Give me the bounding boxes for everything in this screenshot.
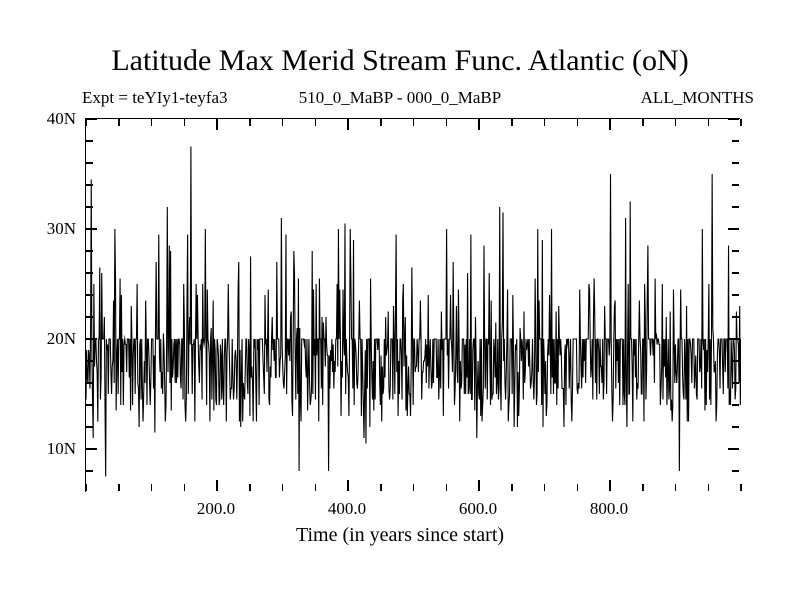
x-tick-top-50 <box>118 119 120 126</box>
y-tick-right-36 <box>732 162 739 164</box>
y-axis-label-30: 30N <box>46 219 76 238</box>
x-tick-top-350 <box>314 119 316 126</box>
x-tick-top-400 <box>347 119 349 130</box>
y-tick-28 <box>86 250 93 252</box>
x-tick-top-800 <box>609 119 611 130</box>
months-label: ALL_MONTHS <box>640 88 754 107</box>
x-axis-label-400: 400.0 <box>327 499 367 518</box>
y-tick-right-16 <box>732 382 739 384</box>
y-tick-18 <box>86 360 93 362</box>
y-tick-right-32 <box>732 206 739 208</box>
x-tick-600 <box>478 480 480 491</box>
x-tick-250 <box>249 484 251 491</box>
y-tick-8 <box>86 470 93 472</box>
y-tick-right-18 <box>732 360 739 362</box>
x-tick-300 <box>281 484 284 491</box>
x-tick-700 <box>543 484 546 491</box>
x-tick-top-650 <box>511 119 513 126</box>
y-tick-24 <box>86 294 93 296</box>
y-tick-20 <box>86 338 97 340</box>
x-tick-750 <box>576 484 578 491</box>
x-tick-top-450 <box>380 119 382 126</box>
y-tick-30 <box>86 228 97 230</box>
x-tick-top-0 <box>85 119 87 126</box>
y-tick-10 <box>86 448 97 450</box>
x-axis-label-800: 800.0 <box>589 499 629 518</box>
y-tick-36 <box>86 162 93 164</box>
y-tick-32 <box>86 206 93 208</box>
x-tick-top-600 <box>478 119 480 130</box>
y-tick-right-14 <box>732 404 739 406</box>
x-tick-top-550 <box>445 119 447 126</box>
y-tick-right-22 <box>732 316 739 318</box>
y-tick-right-34 <box>732 184 739 186</box>
page-title: Latitude Max Merid Stream Func. Atlantic… <box>111 44 689 77</box>
y-tick-right-38 <box>732 140 739 142</box>
x-tick-400 <box>347 480 349 491</box>
period-label: 510_0_MaBP - 000_0_MaBP <box>298 88 502 107</box>
x-tick-top-500 <box>412 119 415 126</box>
y-tick-right-10 <box>728 448 739 450</box>
x-tick-500 <box>412 484 415 491</box>
x-tick-top-950 <box>707 119 709 126</box>
experiment-label: Expt = teYIy1-teyfa3 <box>82 88 228 107</box>
x-axis-label-600: 600.0 <box>458 499 498 518</box>
x-tick-350 <box>314 484 316 491</box>
x-tick-150 <box>183 484 185 491</box>
y-tick-right-8 <box>732 470 739 472</box>
x-tick-900 <box>674 484 677 491</box>
x-tick-800 <box>609 480 611 491</box>
x-tick-450 <box>380 484 382 491</box>
x-tick-top-250 <box>249 119 251 126</box>
y-tick-right-12 <box>732 426 739 428</box>
timeseries-plot <box>86 119 741 493</box>
y-tick-16 <box>86 382 93 384</box>
x-tick-0 <box>85 484 87 491</box>
x-tick-1000 <box>740 484 742 491</box>
y-tick-right-20 <box>728 338 739 340</box>
x-tick-950 <box>707 484 709 491</box>
y-axis-label-10: 10N <box>46 439 76 458</box>
x-tick-top-750 <box>576 119 578 126</box>
y-tick-40 <box>86 118 97 120</box>
x-tick-top-850 <box>642 119 644 126</box>
x-tick-top-150 <box>183 119 185 126</box>
x-tick-100 <box>150 484 153 491</box>
y-tick-34 <box>86 184 93 186</box>
y-tick-right-40 <box>728 118 739 120</box>
x-tick-top-300 <box>281 119 284 126</box>
plot-frame <box>85 118 742 493</box>
y-tick-right-24 <box>732 294 739 296</box>
x-tick-top-700 <box>543 119 546 126</box>
x-axis-title: Time (in years since start) <box>295 524 505 546</box>
x-tick-200 <box>216 480 218 491</box>
x-tick-top-200 <box>216 119 218 130</box>
x-axis-label-200: 200.0 <box>196 499 236 518</box>
y-tick-26 <box>86 272 93 274</box>
y-tick-12 <box>86 426 93 428</box>
x-tick-550 <box>445 484 447 491</box>
y-axis-label-20: 20N <box>46 329 76 348</box>
x-tick-850 <box>642 484 644 491</box>
y-tick-22 <box>86 316 93 318</box>
y-tick-right-28 <box>732 250 739 252</box>
y-axis-label-40: 40N <box>46 109 76 128</box>
x-tick-top-1000 <box>740 119 742 126</box>
x-tick-top-100 <box>150 119 153 126</box>
y-tick-38 <box>86 140 93 142</box>
x-tick-top-900 <box>674 119 677 126</box>
x-tick-50 <box>118 484 120 491</box>
y-tick-right-30 <box>728 228 739 230</box>
y-tick-14 <box>86 404 93 406</box>
x-tick-650 <box>511 484 513 491</box>
y-tick-right-26 <box>732 272 739 274</box>
